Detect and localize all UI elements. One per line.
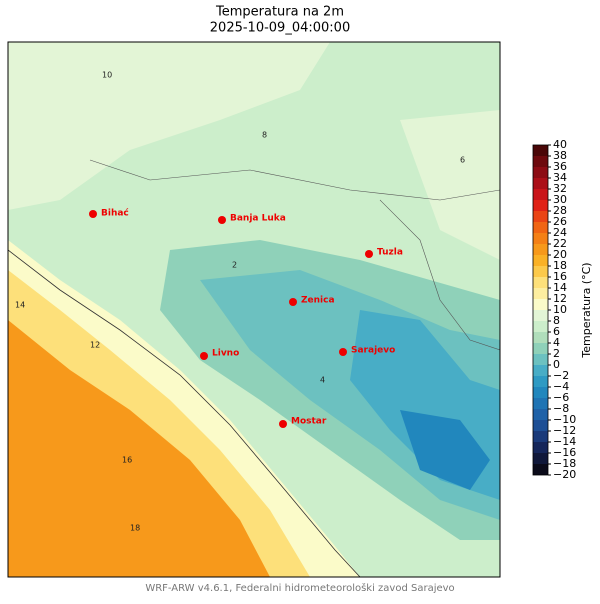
colorbar-segment — [533, 145, 548, 156]
colorbar-tick-label: 14 — [553, 281, 567, 294]
title: Temperatura na 2m — [215, 5, 344, 20]
colorbar-segment — [533, 211, 548, 222]
city-label: Bihać — [101, 208, 129, 219]
colorbar-tick-label: −8 — [553, 402, 569, 415]
contour-labels: 10 8 6 4 2 12 14 16 18 — [15, 71, 465, 533]
colorbar-segment — [533, 189, 548, 200]
map-frame — [7, 41, 501, 578]
colorbar-tick-label: 4 — [553, 336, 560, 349]
city-label: Mostar — [291, 417, 327, 427]
colorbar-tick-label: 12 — [553, 292, 567, 305]
colorbar-segment — [533, 398, 548, 409]
colorbar-tick-label: 20 — [553, 248, 567, 261]
colorbar-tick-label: −10 — [553, 413, 576, 426]
city-marker — [279, 420, 287, 428]
contour-label: 16 — [122, 456, 132, 465]
colorbar-tick-label: −18 — [553, 457, 576, 470]
contour-label: 14 — [15, 301, 25, 310]
colorbar-segment — [533, 343, 548, 354]
city-label: Zenica — [301, 296, 335, 306]
colorbar-segment — [533, 420, 548, 431]
colorbar-tick-label: 22 — [553, 237, 567, 250]
colorbar: −20−18−16−14−12−10−8−6−4−202468101214161… — [532, 138, 576, 481]
colorbar-segment — [533, 442, 548, 453]
colorbar-tick-label: 18 — [553, 259, 567, 272]
contour-label: 12 — [90, 341, 100, 350]
colorbar-tick-label: −16 — [553, 446, 576, 459]
map — [8, 42, 500, 577]
colorbar-tick-label: −14 — [553, 435, 576, 448]
colorbar-tick-label: −4 — [553, 380, 569, 393]
colorbar-tick-label: 40 — [553, 138, 567, 151]
city-marker — [365, 250, 373, 258]
city-marker — [289, 298, 297, 306]
colorbar-tick-label: 8 — [553, 314, 560, 327]
colorbar-segment — [533, 167, 548, 178]
city-label: Tuzla — [377, 248, 403, 258]
colorbar-segment — [533, 387, 548, 398]
city-label: Banja Luka — [230, 214, 286, 224]
colorbar-tick-label: −12 — [553, 424, 576, 437]
colorbar-segment — [533, 431, 548, 442]
footer: WRF-ARW v4.6.1, Federalni hidrometeorolo… — [145, 582, 454, 594]
colorbar-segment — [533, 222, 548, 233]
colorbar-segment — [533, 376, 548, 387]
colorbar-segment — [533, 332, 548, 343]
contour-label: 18 — [130, 524, 140, 533]
colorbar-segment — [533, 233, 548, 244]
colorbar-segment — [533, 453, 548, 464]
city-label: Sarajevo — [351, 346, 395, 356]
colorbar-segment — [533, 255, 548, 266]
city-marker — [339, 348, 347, 356]
subtitle: 2025-10-09_04:00:00 — [210, 21, 350, 36]
colorbar-tick-label: −6 — [553, 391, 569, 404]
colorbar-tick-label: −20 — [553, 468, 576, 481]
contour-label: 4 — [320, 376, 325, 385]
contour-label: 10 — [102, 71, 112, 80]
colorbar-tick-label: 32 — [553, 182, 567, 195]
colorbar-segment — [533, 409, 548, 420]
colorbar-tick-label: 0 — [553, 358, 560, 371]
colorbar-segment — [533, 156, 548, 167]
contour-label: 8 — [262, 131, 267, 140]
colorbar-tick-label: 38 — [553, 149, 567, 162]
colorbar-tick-label: 6 — [553, 325, 560, 338]
city-marker — [218, 216, 226, 224]
colorbar-tick-label: 24 — [553, 226, 567, 239]
colorbar-tick-label: 10 — [553, 303, 567, 316]
contour-label: 2 — [232, 261, 237, 270]
colorbar-segment — [533, 178, 548, 189]
colorbar-tick-label: 28 — [553, 204, 567, 217]
colorbar-tick-label: 26 — [553, 215, 567, 228]
colorbar-tick-label: 2 — [553, 347, 560, 360]
colorbar-tick-label: −2 — [553, 369, 569, 382]
colorbar-segment — [533, 354, 548, 365]
colorbar-segment — [533, 321, 548, 332]
colorbar-tick-label: 34 — [553, 171, 567, 184]
colorbar-segment — [533, 200, 548, 211]
colorbar-segment — [533, 310, 548, 321]
city-marker — [89, 210, 97, 218]
colorbar-segment — [533, 464, 548, 475]
colorbar-tick-label: 36 — [553, 160, 567, 173]
colorbar-segment — [533, 365, 548, 376]
city-marker — [200, 352, 208, 360]
colorbar-tick-label: 16 — [553, 270, 567, 283]
colorbar-label: Temperatura (°C) — [580, 262, 593, 358]
colorbar-segment — [533, 277, 548, 288]
colorbar-segment — [533, 299, 548, 310]
colorbar-segment — [533, 244, 548, 255]
colorbar-tick-label: 30 — [553, 193, 567, 206]
contour-label: 6 — [460, 156, 465, 165]
colorbar-segment — [533, 288, 548, 299]
city-label: Livno — [212, 349, 239, 359]
colorbar-segment — [533, 266, 548, 277]
cities: Bihać Banja Luka Tuzla Zenica Livno Sara… — [89, 208, 403, 428]
